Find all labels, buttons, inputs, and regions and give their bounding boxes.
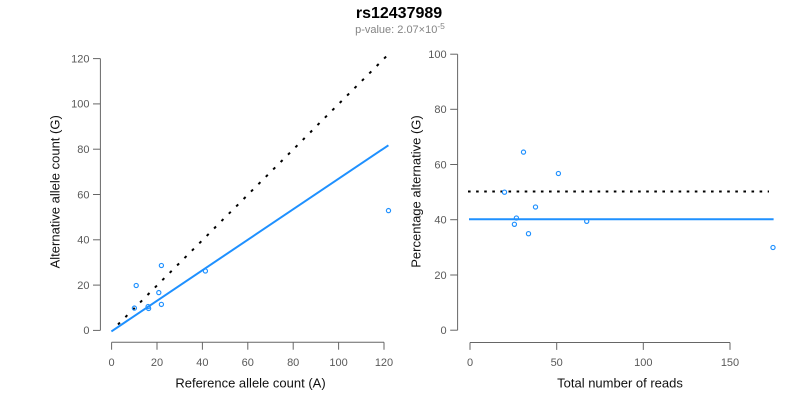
svg-text:150: 150: [721, 357, 739, 369]
svg-text:100: 100: [634, 357, 652, 369]
svg-text:0: 0: [109, 357, 115, 369]
svg-text:60: 60: [434, 159, 446, 171]
svg-text:60: 60: [242, 357, 254, 369]
svg-text:100: 100: [329, 357, 347, 369]
svg-text:rs12437989: rs12437989: [356, 5, 442, 22]
svg-text:Total number of reads: Total number of reads: [557, 376, 683, 391]
svg-text:50: 50: [551, 357, 563, 369]
svg-text:40: 40: [77, 235, 89, 247]
svg-text:20: 20: [434, 270, 446, 282]
svg-text:0: 0: [440, 325, 446, 337]
svg-text:100: 100: [428, 49, 446, 61]
svg-text:20: 20: [151, 357, 163, 369]
svg-text:Alternative allele count (G): Alternative allele count (G): [48, 115, 63, 268]
svg-text:40: 40: [434, 215, 446, 227]
svg-text:40: 40: [196, 357, 208, 369]
svg-text:60: 60: [77, 189, 89, 201]
svg-text:120: 120: [71, 53, 89, 65]
svg-text:p-value: 2.07×10-5: p-value: 2.07×10-5: [355, 21, 445, 36]
svg-text:80: 80: [434, 104, 446, 116]
svg-text:80: 80: [77, 144, 89, 156]
svg-text:20: 20: [77, 280, 89, 292]
svg-text:120: 120: [375, 357, 393, 369]
svg-text:Percentage alternative (G): Percentage alternative (G): [409, 115, 424, 267]
svg-text:0: 0: [467, 357, 473, 369]
svg-text:80: 80: [287, 357, 299, 369]
svg-text:0: 0: [83, 325, 89, 337]
svg-text:Reference allele count (A): Reference allele count (A): [175, 376, 325, 391]
svg-text:100: 100: [71, 99, 89, 111]
